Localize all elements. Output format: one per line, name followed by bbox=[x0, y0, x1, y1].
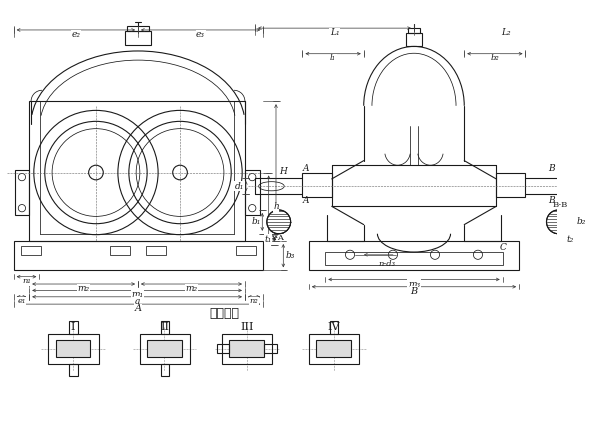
Text: H: H bbox=[280, 167, 287, 176]
Text: A: A bbox=[303, 164, 309, 173]
Text: B: B bbox=[410, 287, 418, 296]
Bar bbox=[147, 340, 182, 357]
Bar bbox=[316, 340, 351, 357]
Bar bbox=[161, 321, 169, 334]
Text: b₁: b₁ bbox=[251, 217, 261, 226]
Text: B: B bbox=[547, 164, 554, 173]
Text: l₁: l₁ bbox=[330, 54, 336, 62]
Text: A-A: A-A bbox=[269, 234, 283, 242]
Bar bbox=[309, 241, 519, 270]
Text: A: A bbox=[135, 304, 142, 313]
Bar bbox=[14, 241, 263, 270]
Text: II: II bbox=[160, 322, 169, 332]
Bar bbox=[264, 344, 277, 352]
Text: B: B bbox=[547, 196, 554, 206]
Text: e₁: e₁ bbox=[17, 297, 26, 305]
Circle shape bbox=[267, 210, 290, 234]
Bar bbox=[127, 26, 149, 31]
Text: n₁: n₁ bbox=[22, 277, 31, 285]
Bar bbox=[21, 246, 41, 255]
Text: t₂: t₂ bbox=[566, 235, 574, 244]
Bar bbox=[325, 252, 502, 265]
Text: m₂: m₂ bbox=[185, 284, 197, 293]
Bar bbox=[29, 101, 245, 241]
Text: n-d₃: n-d₃ bbox=[379, 260, 396, 268]
Text: b₂: b₂ bbox=[577, 217, 586, 226]
Text: e₃: e₃ bbox=[196, 30, 205, 39]
Text: B-B: B-B bbox=[552, 202, 568, 209]
Text: m₂: m₂ bbox=[77, 284, 90, 293]
Bar bbox=[49, 334, 99, 363]
Bar bbox=[110, 246, 130, 255]
Text: m₁: m₁ bbox=[131, 291, 143, 299]
Text: b₂: b₂ bbox=[490, 54, 499, 62]
Text: I: I bbox=[71, 322, 76, 332]
Bar bbox=[222, 334, 272, 363]
Text: e₂: e₂ bbox=[71, 30, 80, 39]
Bar bbox=[406, 33, 422, 46]
Bar bbox=[69, 363, 78, 376]
Bar bbox=[15, 170, 29, 216]
Text: d₁: d₁ bbox=[234, 182, 244, 191]
Bar bbox=[407, 28, 420, 33]
Bar bbox=[217, 344, 230, 352]
Text: b₃: b₃ bbox=[286, 251, 295, 260]
Text: L₂: L₂ bbox=[501, 28, 511, 37]
Bar bbox=[496, 172, 526, 197]
Bar bbox=[140, 334, 190, 363]
Text: h: h bbox=[273, 202, 279, 211]
Bar bbox=[230, 340, 264, 357]
Bar bbox=[69, 321, 78, 334]
Bar bbox=[146, 246, 166, 255]
Text: A: A bbox=[303, 196, 309, 206]
Circle shape bbox=[546, 210, 570, 234]
Text: a: a bbox=[135, 297, 140, 306]
Bar bbox=[245, 170, 259, 216]
Text: C: C bbox=[499, 243, 506, 252]
Text: n₂: n₂ bbox=[250, 297, 258, 305]
Text: 装配型式: 装配型式 bbox=[209, 307, 239, 320]
Bar bbox=[236, 246, 256, 255]
Bar bbox=[56, 340, 91, 357]
Bar bbox=[125, 31, 151, 45]
Bar bbox=[330, 321, 338, 334]
Bar bbox=[309, 334, 359, 363]
Text: IV: IV bbox=[327, 322, 340, 332]
Text: t₁: t₁ bbox=[264, 235, 272, 244]
Text: m₃: m₃ bbox=[408, 280, 420, 288]
Text: III: III bbox=[240, 322, 253, 332]
Text: L₁: L₁ bbox=[329, 28, 339, 37]
Bar bbox=[303, 172, 332, 197]
Bar bbox=[161, 363, 169, 376]
